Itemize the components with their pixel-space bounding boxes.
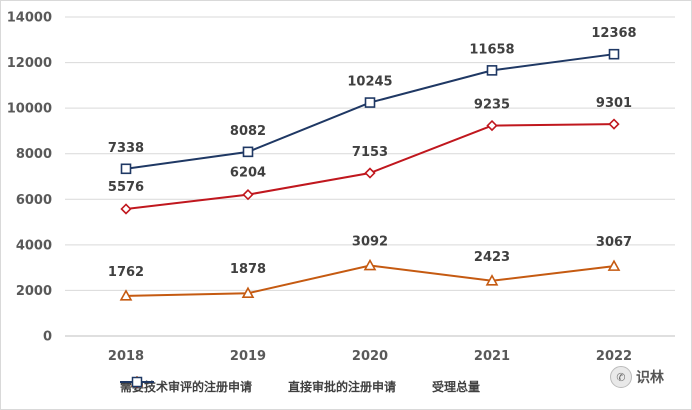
legend-label-series-2: 直接审批的注册申请 [288, 379, 397, 394]
data-point-triangle [363, 258, 377, 271]
y-tick-label: 8000 [16, 147, 52, 162]
data-point-square [608, 48, 620, 60]
data-label: 12368 [591, 26, 636, 41]
data-label: 11658 [469, 42, 514, 57]
data-label: 2423 [474, 250, 510, 265]
data-label: 3067 [596, 235, 632, 250]
x-tick-label: 2022 [596, 349, 632, 364]
y-tick-label: 2000 [16, 284, 52, 299]
legend-item-series-2: 直接审批的注册申请 [120, 376, 397, 395]
data-label: 5576 [108, 180, 144, 195]
y-tick-label: 6000 [16, 193, 52, 208]
data-label: 9301 [596, 96, 632, 111]
data-point-square [486, 65, 498, 76]
wechat-icon: ✆ [610, 366, 632, 388]
data-point-diamond [242, 189, 254, 201]
data-point-diamond [364, 167, 376, 179]
data-label: 7153 [352, 145, 388, 160]
data-label: 10245 [347, 75, 392, 90]
y-tick-label: 0 [43, 330, 52, 345]
y-tick-label: 10000 [7, 102, 52, 117]
watermark: ✆ 识林 [610, 366, 664, 388]
data-label: 1878 [230, 262, 266, 277]
data-point-triangle [119, 289, 133, 301]
chart-legend: 需要技术审评的注册申请 直接审批的注册申请 受理总量 [120, 376, 480, 396]
y-tick-label: 14000 [7, 11, 52, 26]
data-point-triangle [241, 286, 255, 299]
x-tick-label: 2018 [108, 349, 144, 364]
legend-marker-square-icon [120, 376, 154, 388]
line-chart: 0 2000 4000 6000 8000 10000 12000 14000 2018 2019… [7, 11, 675, 364]
x-tick-label: 2021 [474, 349, 510, 364]
data-point-square [120, 163, 132, 175]
legend-item-series-3: 受理总量 [120, 376, 481, 395]
data-label: 7338 [108, 141, 144, 156]
watermark-text: 识林 [636, 370, 664, 386]
x-tick-label: 2020 [352, 349, 388, 364]
data-point-triangle [607, 259, 621, 271]
data-point-diamond [120, 203, 132, 215]
data-point-diamond [608, 118, 620, 130]
y-tick-label: 12000 [7, 56, 52, 71]
data-point-square [364, 97, 376, 108]
data-label: 3092 [352, 235, 388, 250]
data-point-diamond [486, 119, 498, 132]
data-label: 1762 [108, 265, 144, 280]
data-label: 9235 [474, 98, 510, 113]
data-label: 8082 [230, 124, 266, 139]
x-tick-label: 2019 [230, 349, 266, 364]
data-label: 6204 [230, 166, 266, 181]
data-point-triangle [485, 274, 499, 286]
data-point-square [242, 146, 254, 158]
y-tick-label: 4000 [16, 238, 52, 253]
series-line [125, 123, 615, 210]
legend-label-series-3: 受理总量 [432, 379, 481, 394]
